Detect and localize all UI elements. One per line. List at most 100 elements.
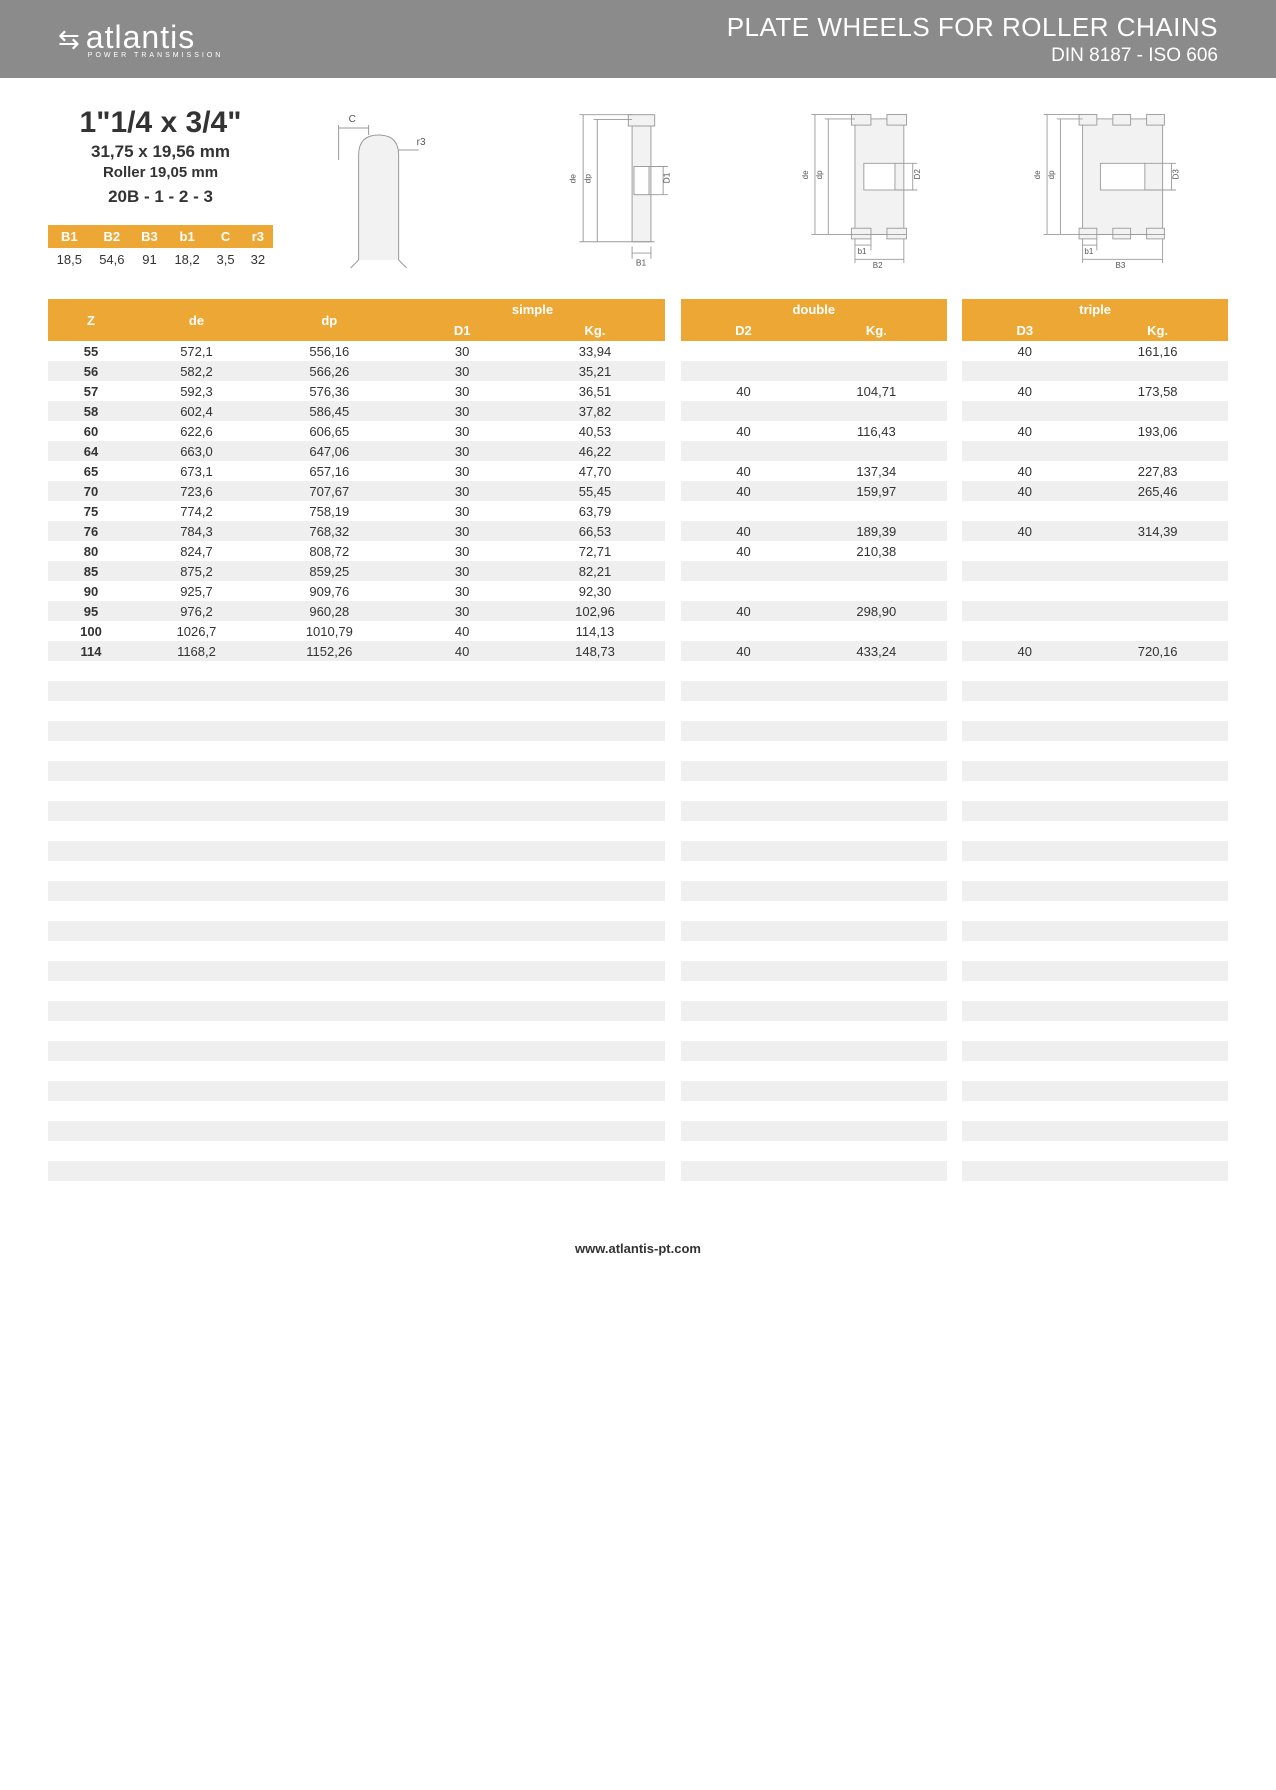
cell-kg1: 63,79 xyxy=(525,501,666,521)
cell-kg2 xyxy=(806,401,947,421)
cell-kg1 xyxy=(525,981,666,1001)
table-row: 58602,4586,453037,82 xyxy=(48,401,1228,421)
cell-z xyxy=(48,841,134,861)
cell-d1 xyxy=(400,821,525,841)
cell-kg1 xyxy=(525,861,666,881)
th-kg1: Kg. xyxy=(525,320,666,341)
cell-d2: 40 xyxy=(681,601,806,621)
cell-d3: 40 xyxy=(962,641,1087,661)
table-row xyxy=(48,821,1228,841)
th-kg2: Kg. xyxy=(806,320,947,341)
cell-d1: 40 xyxy=(400,641,525,661)
cell-dp xyxy=(259,761,400,781)
table-row xyxy=(48,681,1228,701)
cell-d2: 40 xyxy=(681,521,806,541)
cell-kg2 xyxy=(806,561,947,581)
cell-d3 xyxy=(962,441,1087,461)
cell-d1: 30 xyxy=(400,541,525,561)
label-d2: D2 xyxy=(912,169,921,180)
cell-z xyxy=(48,1021,134,1041)
cell-kg1: 55,45 xyxy=(525,481,666,501)
cell-d3 xyxy=(962,881,1087,901)
cell-z: 58 xyxy=(48,401,134,421)
small-th: B1 xyxy=(48,225,91,248)
cell-d2 xyxy=(681,741,806,761)
header-title-line1: PLATE WHEELS FOR ROLLER CHAINS xyxy=(727,12,1218,43)
cell-d1: 30 xyxy=(400,401,525,421)
cell-dp xyxy=(259,1001,400,1021)
cell-d3: 40 xyxy=(962,461,1087,481)
small-th: B2 xyxy=(91,225,134,248)
cell-z xyxy=(48,901,134,921)
cell-z xyxy=(48,1121,134,1141)
cell-de xyxy=(134,721,259,741)
cell-kg2 xyxy=(806,761,947,781)
cell-d3 xyxy=(962,1081,1087,1101)
cell-d1: 30 xyxy=(400,461,525,481)
cell-d3: 40 xyxy=(962,421,1087,441)
cell-kg2 xyxy=(806,1081,947,1101)
cell-d3 xyxy=(962,941,1087,961)
table-row xyxy=(48,1181,1228,1201)
cell-d2: 40 xyxy=(681,461,806,481)
label-c: C xyxy=(349,114,356,125)
cell-de xyxy=(134,1161,259,1181)
label-b1l3: b1 xyxy=(1084,247,1093,256)
cell-kg3 xyxy=(1087,1141,1228,1161)
cell-d3 xyxy=(962,721,1087,741)
cell-dp xyxy=(259,1041,400,1061)
cell-de: 925,7 xyxy=(134,581,259,601)
cell-de xyxy=(134,921,259,941)
cell-de xyxy=(134,981,259,1001)
cell-dp xyxy=(259,941,400,961)
cell-d1: 30 xyxy=(400,601,525,621)
cell-d1: 30 xyxy=(400,561,525,581)
cell-dp: 576,36 xyxy=(259,381,400,401)
cell-kg1 xyxy=(525,1041,666,1061)
label-dp: dp xyxy=(583,174,593,184)
cell-d2 xyxy=(681,1121,806,1141)
dimensions-table: B1B2B3b1Cr3 18,554,69118,23,532 xyxy=(48,225,273,271)
cell-kg2 xyxy=(806,1121,947,1141)
cell-d1 xyxy=(400,1121,525,1141)
cell-kg2: 189,39 xyxy=(806,521,947,541)
cell-kg1 xyxy=(525,761,666,781)
cell-kg2 xyxy=(806,341,947,361)
cell-kg2: 116,43 xyxy=(806,421,947,441)
cell-de xyxy=(134,861,259,881)
table-row xyxy=(48,721,1228,741)
cell-de xyxy=(134,761,259,781)
cell-kg2 xyxy=(806,1061,947,1081)
cell-kg2 xyxy=(806,861,947,881)
table-row: 90925,7909,763092,30 xyxy=(48,581,1228,601)
cell-d1 xyxy=(400,701,525,721)
cell-kg3 xyxy=(1087,881,1228,901)
cell-kg1 xyxy=(525,1061,666,1081)
cell-kg1 xyxy=(525,1001,666,1021)
cell-d3 xyxy=(962,961,1087,981)
cell-kg2 xyxy=(806,661,947,681)
cell-kg2 xyxy=(806,961,947,981)
table-row xyxy=(48,781,1228,801)
cell-kg2 xyxy=(806,921,947,941)
cell-kg3 xyxy=(1087,1021,1228,1041)
cell-dp: 556,16 xyxy=(259,341,400,361)
cell-d2 xyxy=(681,661,806,681)
cell-d2 xyxy=(681,1081,806,1101)
cell-d2 xyxy=(681,501,806,521)
cell-de: 1168,2 xyxy=(134,641,259,661)
cell-d1 xyxy=(400,1001,525,1021)
cell-dp: 859,25 xyxy=(259,561,400,581)
cell-dp: 768,32 xyxy=(259,521,400,541)
cell-d3 xyxy=(962,1141,1087,1161)
cell-z xyxy=(48,721,134,741)
table-row: 85875,2859,253082,21 xyxy=(48,561,1228,581)
cell-d3 xyxy=(962,501,1087,521)
cell-kg3: 227,83 xyxy=(1087,461,1228,481)
cell-kg3: 314,39 xyxy=(1087,521,1228,541)
cell-kg2 xyxy=(806,1101,947,1121)
cell-kg3 xyxy=(1087,821,1228,841)
cell-kg1 xyxy=(525,701,666,721)
cell-kg3 xyxy=(1087,401,1228,421)
label-dp2: dp xyxy=(815,170,824,179)
